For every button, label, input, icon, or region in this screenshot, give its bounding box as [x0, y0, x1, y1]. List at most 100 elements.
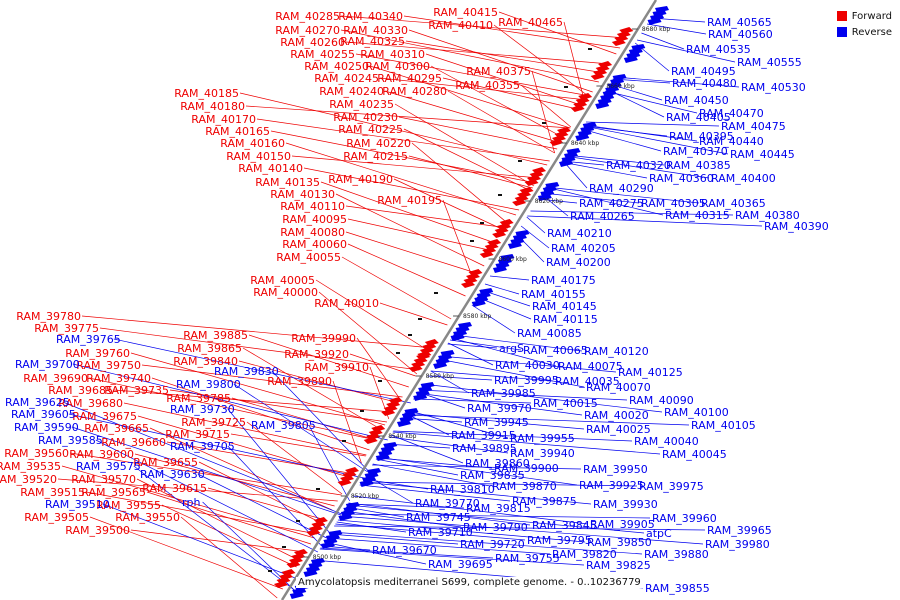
reverse-gene-label[interactable]: RAM_39630 — [140, 468, 205, 481]
forward-gene-label[interactable]: RAM_39685 — [48, 384, 113, 397]
forward-gene-label[interactable]: RAM_39735 — [104, 384, 169, 397]
reverse-gene-label[interactable]: rph — [182, 496, 201, 509]
reverse-gene-label[interactable]: RAM_39585 — [38, 434, 103, 447]
forward-gene-arrow[interactable] — [460, 281, 475, 288]
forward-gene-label[interactable]: RAM_40255 — [290, 48, 355, 61]
forward-gene-label[interactable]: RAM_40000 — [253, 286, 318, 299]
reverse-gene-label[interactable]: RAM_39915 — [451, 429, 516, 442]
reverse-gene-label[interactable]: RAM_39965 — [707, 524, 772, 537]
forward-gene-label[interactable]: RAM_39660 — [101, 436, 166, 449]
reverse-gene-arrow[interactable] — [359, 480, 374, 487]
reverse-gene-label[interactable]: RAM_39815 — [466, 502, 531, 515]
forward-gene-label[interactable]: RAM_39890 — [267, 375, 332, 388]
reverse-gene-arrow[interactable] — [492, 266, 507, 273]
reverse-gene-label[interactable]: RAM_40560 — [708, 28, 773, 41]
forward-gene-arrow[interactable] — [524, 179, 539, 186]
reverse-gene-label[interactable]: RAM_39850 — [587, 536, 652, 549]
reverse-gene-label[interactable]: RAM_39985 — [471, 387, 536, 400]
forward-gene-label[interactable]: RAM_40260 — [280, 36, 345, 49]
reverse-gene-label[interactable]: RAM_39855 — [645, 582, 710, 595]
reverse-gene-label[interactable]: RAM_39895 — [452, 442, 517, 455]
forward-gene-arrow[interactable] — [286, 561, 301, 568]
forward-gene-label[interactable]: RAM_39680 — [58, 397, 123, 410]
reverse-gene-label[interactable]: RAM_40275 — [579, 197, 644, 210]
reverse-gene-label[interactable]: RAM_39955 — [510, 432, 575, 445]
forward-gene-label[interactable]: RAM_40005 — [250, 274, 315, 287]
reverse-gene-label[interactable]: RAM_39930 — [593, 498, 658, 511]
forward-gene-label[interactable]: RAM_40135 — [255, 176, 320, 189]
forward-gene-label[interactable]: RAM_39505 — [24, 511, 89, 524]
forward-gene-label[interactable]: RAM_39740 — [86, 372, 151, 385]
reverse-gene-label[interactable]: RAM_40030 — [495, 359, 560, 372]
forward-gene-label[interactable]: RAM_40140 — [238, 162, 303, 175]
forward-gene-label[interactable]: RAM_39560 — [4, 447, 69, 460]
reverse-gene-label[interactable]: RAM_40125 — [618, 366, 683, 379]
reverse-gene-label[interactable]: RAM_39900 — [494, 462, 559, 475]
reverse-gene-label[interactable]: RAM_40365 — [701, 197, 766, 210]
reverse-gene-label[interactable]: RAM_39835 — [460, 469, 525, 482]
reverse-gene-arrow[interactable] — [450, 334, 465, 341]
reverse-gene-label[interactable]: RAM_40530 — [741, 81, 806, 94]
forward-gene-arrow[interactable] — [337, 479, 352, 486]
reverse-gene-label[interactable]: RAM_40475 — [721, 120, 786, 133]
forward-gene-label[interactable]: RAM_40355 — [455, 79, 520, 92]
reverse-gene-label[interactable]: RAM_39945 — [464, 416, 529, 429]
reverse-gene-label[interactable]: RAM_40210 — [547, 227, 612, 240]
reverse-gene-label[interactable]: RAM_39905 — [590, 518, 655, 531]
reverse-gene-label[interactable]: RAM_40400 — [711, 172, 776, 185]
reverse-gene-label[interactable]: RAM_40470 — [699, 107, 764, 120]
forward-gene-label[interactable]: RAM_39885 — [183, 329, 248, 342]
forward-gene-label[interactable]: RAM_39565 — [81, 486, 146, 499]
reverse-gene-label[interactable]: RAM_40360 — [649, 172, 714, 185]
reverse-gene-label[interactable]: RAM_40205 — [551, 242, 616, 255]
forward-gene-label[interactable]: RAM_40375 — [466, 65, 531, 78]
forward-gene-label[interactable]: RAM_40130 — [270, 188, 335, 201]
forward-gene-arrow[interactable] — [273, 581, 288, 588]
reverse-gene-label[interactable]: RAM_39805 — [251, 419, 316, 432]
forward-gene-label[interactable]: RAM_40415 — [433, 6, 498, 19]
reverse-gene-label[interactable]: RAM_40480 — [672, 77, 737, 90]
reverse-gene-label[interactable]: RAM_40175 — [531, 274, 596, 287]
reverse-gene-arrow[interactable] — [338, 514, 353, 521]
reverse-gene-label[interactable]: RAM_40045 — [662, 448, 727, 461]
forward-gene-label[interactable]: RAM_39775 — [34, 322, 99, 335]
reverse-gene-label[interactable]: RAM_40405 — [666, 111, 731, 124]
reverse-gene-label[interactable]: RAM_40025 — [586, 423, 651, 436]
reverse-gene-label[interactable]: RAM_39830 — [214, 365, 279, 378]
forward-gene-label[interactable]: RAM_40160 — [220, 137, 285, 150]
forward-gene-label[interactable]: RAM_39920 — [284, 348, 349, 361]
reverse-gene-label[interactable]: RAM_40315 — [665, 209, 730, 222]
reverse-gene-label[interactable]: RAM_39625 — [5, 396, 70, 409]
reverse-gene-label[interactable]: atpC — [646, 527, 672, 540]
forward-gene-arrow[interactable] — [381, 409, 396, 416]
reverse-gene-arrow[interactable] — [289, 592, 304, 599]
forward-gene-label[interactable]: RAM_40465 — [498, 16, 563, 29]
forward-gene-label[interactable]: RAM_40220 — [346, 137, 411, 150]
forward-gene-label[interactable]: RAM_40180 — [180, 100, 245, 113]
reverse-gene-label[interactable]: RAM_40390 — [764, 220, 829, 233]
forward-gene-label[interactable]: RAM_39555 — [96, 499, 161, 512]
reverse-gene-label[interactable]: RAM_40120 — [584, 345, 649, 358]
reverse-gene-label[interactable]: RAM_40370 — [663, 145, 728, 158]
reverse-gene-label[interactable]: RAM_39820 — [552, 548, 617, 561]
forward-gene-label[interactable]: RAM_40060 — [282, 238, 347, 251]
reverse-gene-label[interactable]: RAM_39705 — [170, 440, 235, 453]
reverse-gene-label[interactable]: RAM_40105 — [691, 419, 756, 432]
reverse-gene-arrow[interactable] — [507, 242, 522, 249]
forward-gene-label[interactable]: RAM_40165 — [205, 125, 270, 138]
forward-gene-label[interactable]: RAM_39910 — [304, 361, 369, 374]
forward-gene-label[interactable]: RAM_39990 — [291, 332, 356, 345]
forward-gene-label[interactable]: RAM_39570 — [71, 473, 136, 486]
reverse-gene-label[interactable]: RAM_39940 — [510, 447, 575, 460]
forward-gene-arrow[interactable] — [492, 231, 507, 238]
forward-gene-label[interactable]: RAM_40150 — [226, 150, 291, 163]
reverse-gene-arrow[interactable] — [375, 454, 390, 461]
reverse-gene-label[interactable]: RAM_39590 — [14, 421, 79, 434]
forward-gene-label[interactable]: RAM_39865 — [177, 342, 242, 355]
reverse-gene-label[interactable]: RAM_40200 — [546, 256, 611, 269]
forward-gene-label[interactable]: RAM_40325 — [340, 35, 405, 48]
reverse-gene-label[interactable]: RAM_39755 — [495, 552, 560, 565]
reverse-gene-arrow[interactable] — [575, 134, 590, 141]
reverse-gene-label[interactable]: RAM_39875 — [512, 495, 577, 508]
forward-gene-label[interactable]: RAM_40310 — [360, 48, 425, 61]
